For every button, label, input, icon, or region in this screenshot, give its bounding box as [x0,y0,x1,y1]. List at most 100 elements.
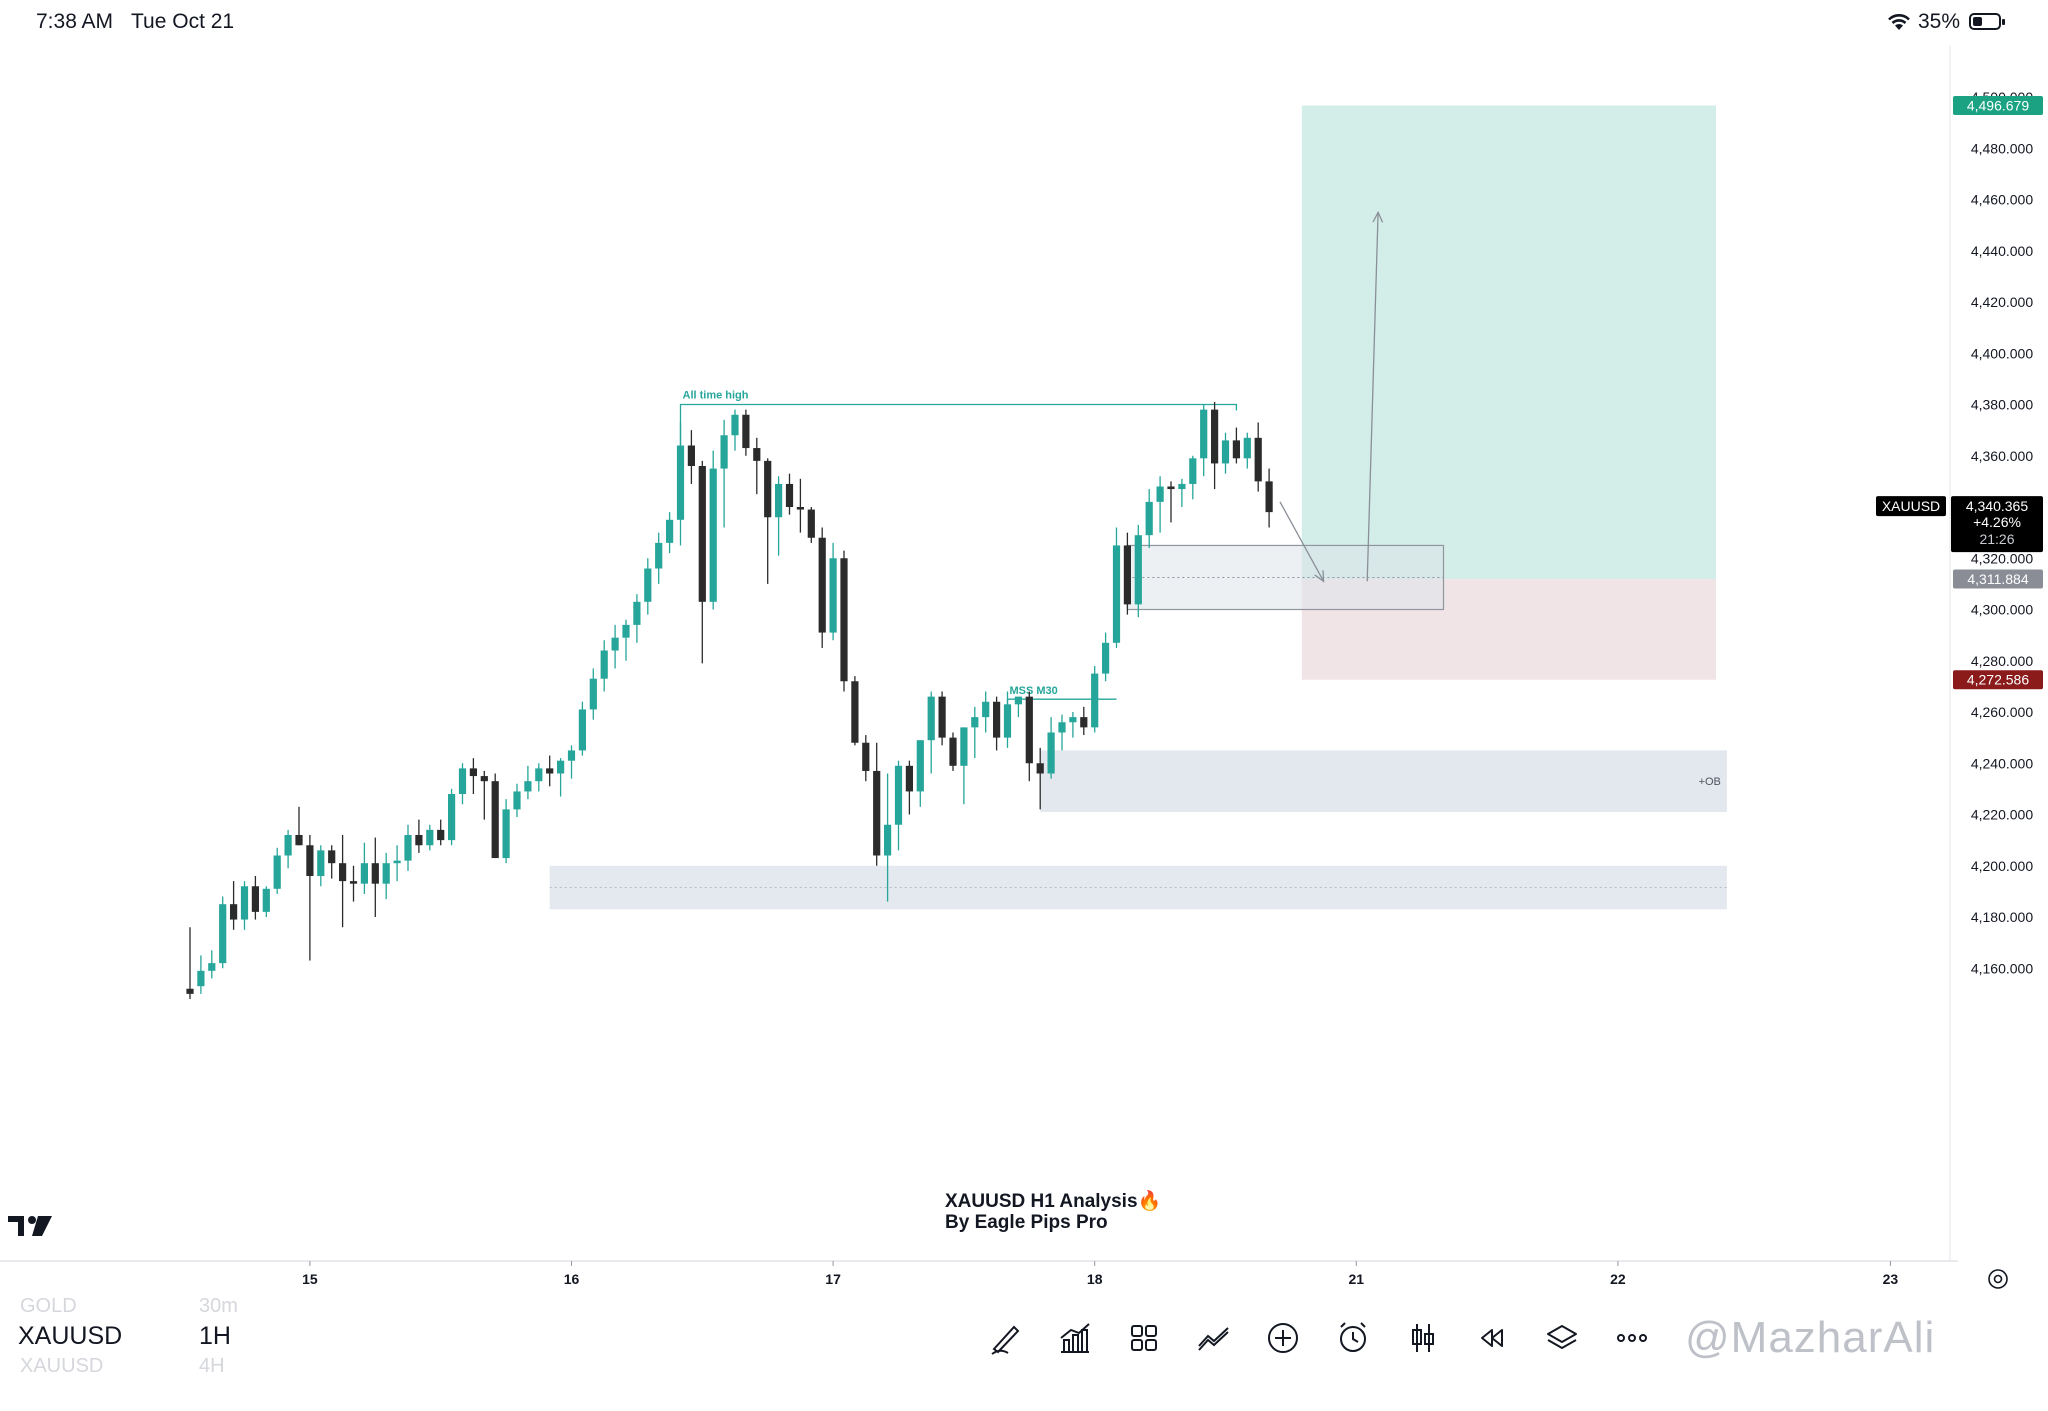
x-tick-label: 21 [1349,1271,1365,1287]
all-time-high-label: All time high [683,390,749,402]
candle-body [349,881,358,884]
y-axis: 4,160.000 4,180.000 4,200.000 4,220.000 4,24… [1971,89,2033,976]
battery-percent: 35% [1918,10,1961,33]
candle-body [1069,717,1077,723]
settings-icon[interactable] [1988,1269,2008,1289]
position-target-zone[interactable] [1301,105,1716,580]
x-tick-label: 23 [1883,1271,1899,1287]
candle-body [448,794,456,841]
candle-body [687,445,695,466]
candle-body [480,776,488,782]
candle-body [1232,440,1240,459]
candle-body [1036,763,1044,774]
target-price-label: 4,496.679 [1953,96,2043,116]
layers-icon[interactable] [1542,1318,1582,1358]
y-tick-label: 4,180.000 [1971,909,2033,925]
candles-group [186,401,1273,999]
candle-body [328,850,336,864]
prev-symbol[interactable]: GOLD [20,1295,77,1317]
next-symbol[interactable]: XAUUSD [20,1355,104,1377]
candle-body [1134,535,1142,605]
entry-price-label: 4,311.884 [1953,569,2043,589]
y-tick-label: 4,260.000 [1971,704,2033,720]
candle-body [1265,481,1273,513]
candle-body [295,835,303,846]
candle-body [360,863,368,884]
candle-body [578,709,586,751]
wifi-icon [1888,14,1910,30]
y-tick-label: 4,200.000 [1971,858,2033,874]
candle-body [426,829,434,846]
svg-text:XAUUSD: XAUUSD [1882,498,1940,514]
candle-body [796,507,804,510]
candle-body [567,750,576,761]
candle-body [404,835,412,861]
chart-subtitle: By Eagle Pips Pro [945,1212,1108,1233]
candle-body [884,824,892,856]
path-arrows [1279,210,1384,583]
candle-body [186,988,194,994]
compare-icon[interactable] [1194,1318,1234,1358]
symbol-tag: XAUUSD [1876,496,1946,517]
interval-selector[interactable]: 1H [199,1322,231,1350]
next-interval[interactable]: 4H [199,1355,225,1377]
candle-body [469,768,477,777]
candle-body [949,737,957,766]
more-icon[interactable] [1612,1318,1652,1358]
candle-body [1243,437,1251,459]
svg-text:21:26: 21:26 [1979,531,2014,547]
candle-body [1058,722,1066,733]
candle-body [437,829,445,841]
candle-body [622,624,630,638]
candle-body [240,886,249,920]
candle-body [382,863,390,884]
candle-body [535,768,543,782]
entry-zone[interactable] [1126,544,1445,611]
candle-body [219,904,227,964]
arrow-head [1314,570,1325,583]
symbol-selector[interactable]: XAUUSD [18,1322,123,1350]
status-time: 7:38 AM [36,10,114,33]
candle-body [1025,696,1033,764]
candle-body [1080,717,1088,728]
drawing-tools-icon[interactable] [986,1318,1026,1358]
svg-text:4,272.586: 4,272.586 [1967,672,2029,688]
candle-body [1189,458,1197,484]
add-icon[interactable] [1263,1318,1303,1358]
candle-body [938,696,946,738]
layouts-icon[interactable] [1124,1318,1164,1358]
candle-body [916,740,924,792]
price-chart[interactable]: +OB All time high MSS M30 15 16 17 18 21 22 23… [0,46,2048,1295]
candle-body [873,770,881,856]
candle-body [807,509,815,538]
candle-body [971,717,979,728]
x-tick-label: 15 [302,1271,318,1287]
candle-body [230,904,238,920]
mss-line[interactable] [1006,698,1117,712]
indicators-icon[interactable] [1055,1318,1095,1358]
prev-interval[interactable]: 30m [199,1295,238,1317]
alert-icon[interactable] [1333,1318,1373,1358]
candle-body [1156,486,1164,502]
candle-body [251,886,259,912]
candle-style-icon[interactable] [1403,1318,1443,1358]
watermark: @MazharAli [1685,1313,1936,1362]
candle-body [982,701,990,718]
candle-body [829,558,837,633]
ob-zone[interactable] [1040,750,1727,812]
y-tick-label: 4,420.000 [1971,294,2033,310]
candle-body [524,781,532,792]
candle-body [840,558,848,682]
all-time-high-line[interactable] [679,403,1238,495]
y-tick-label: 4,240.000 [1971,755,2033,771]
replay-icon[interactable] [1472,1318,1512,1358]
candle-body [1014,696,1022,705]
candle-body [502,809,510,859]
arrow-line [1279,501,1325,582]
candle-body [1102,642,1110,674]
battery-icon [1969,13,2005,30]
candle-body [676,445,685,520]
svg-text:4,340.365: 4,340.365 [1966,498,2028,514]
candle-body [960,727,968,766]
candle-body [284,835,292,856]
